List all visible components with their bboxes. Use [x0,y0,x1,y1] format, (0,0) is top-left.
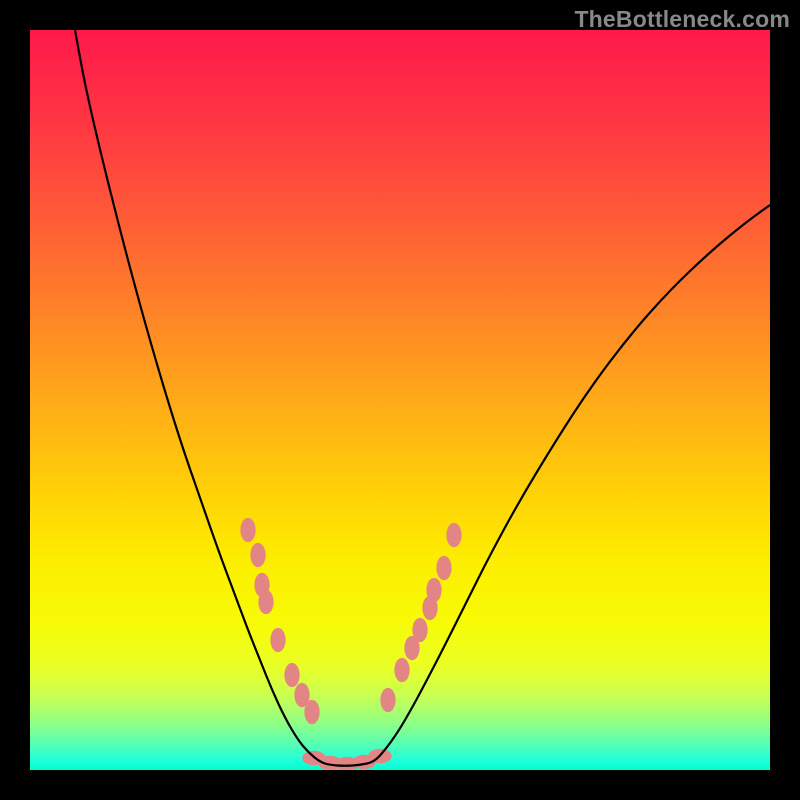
data-markers [240,518,461,770]
chart-frame: TheBottleneck.com [0,0,800,800]
data-marker [304,700,319,724]
data-marker [284,663,299,687]
data-marker [380,688,395,712]
data-marker [250,543,265,567]
data-marker [436,556,451,580]
data-marker [394,658,409,682]
data-marker [446,523,461,547]
data-marker [270,628,285,652]
watermark-text: TheBottleneck.com [574,6,790,33]
curve-overlay [30,30,770,770]
plot-area [30,30,770,770]
data-marker [426,578,441,602]
data-marker [240,518,255,542]
bottleneck-curve [75,30,770,766]
data-marker [412,618,427,642]
data-marker [258,590,273,614]
